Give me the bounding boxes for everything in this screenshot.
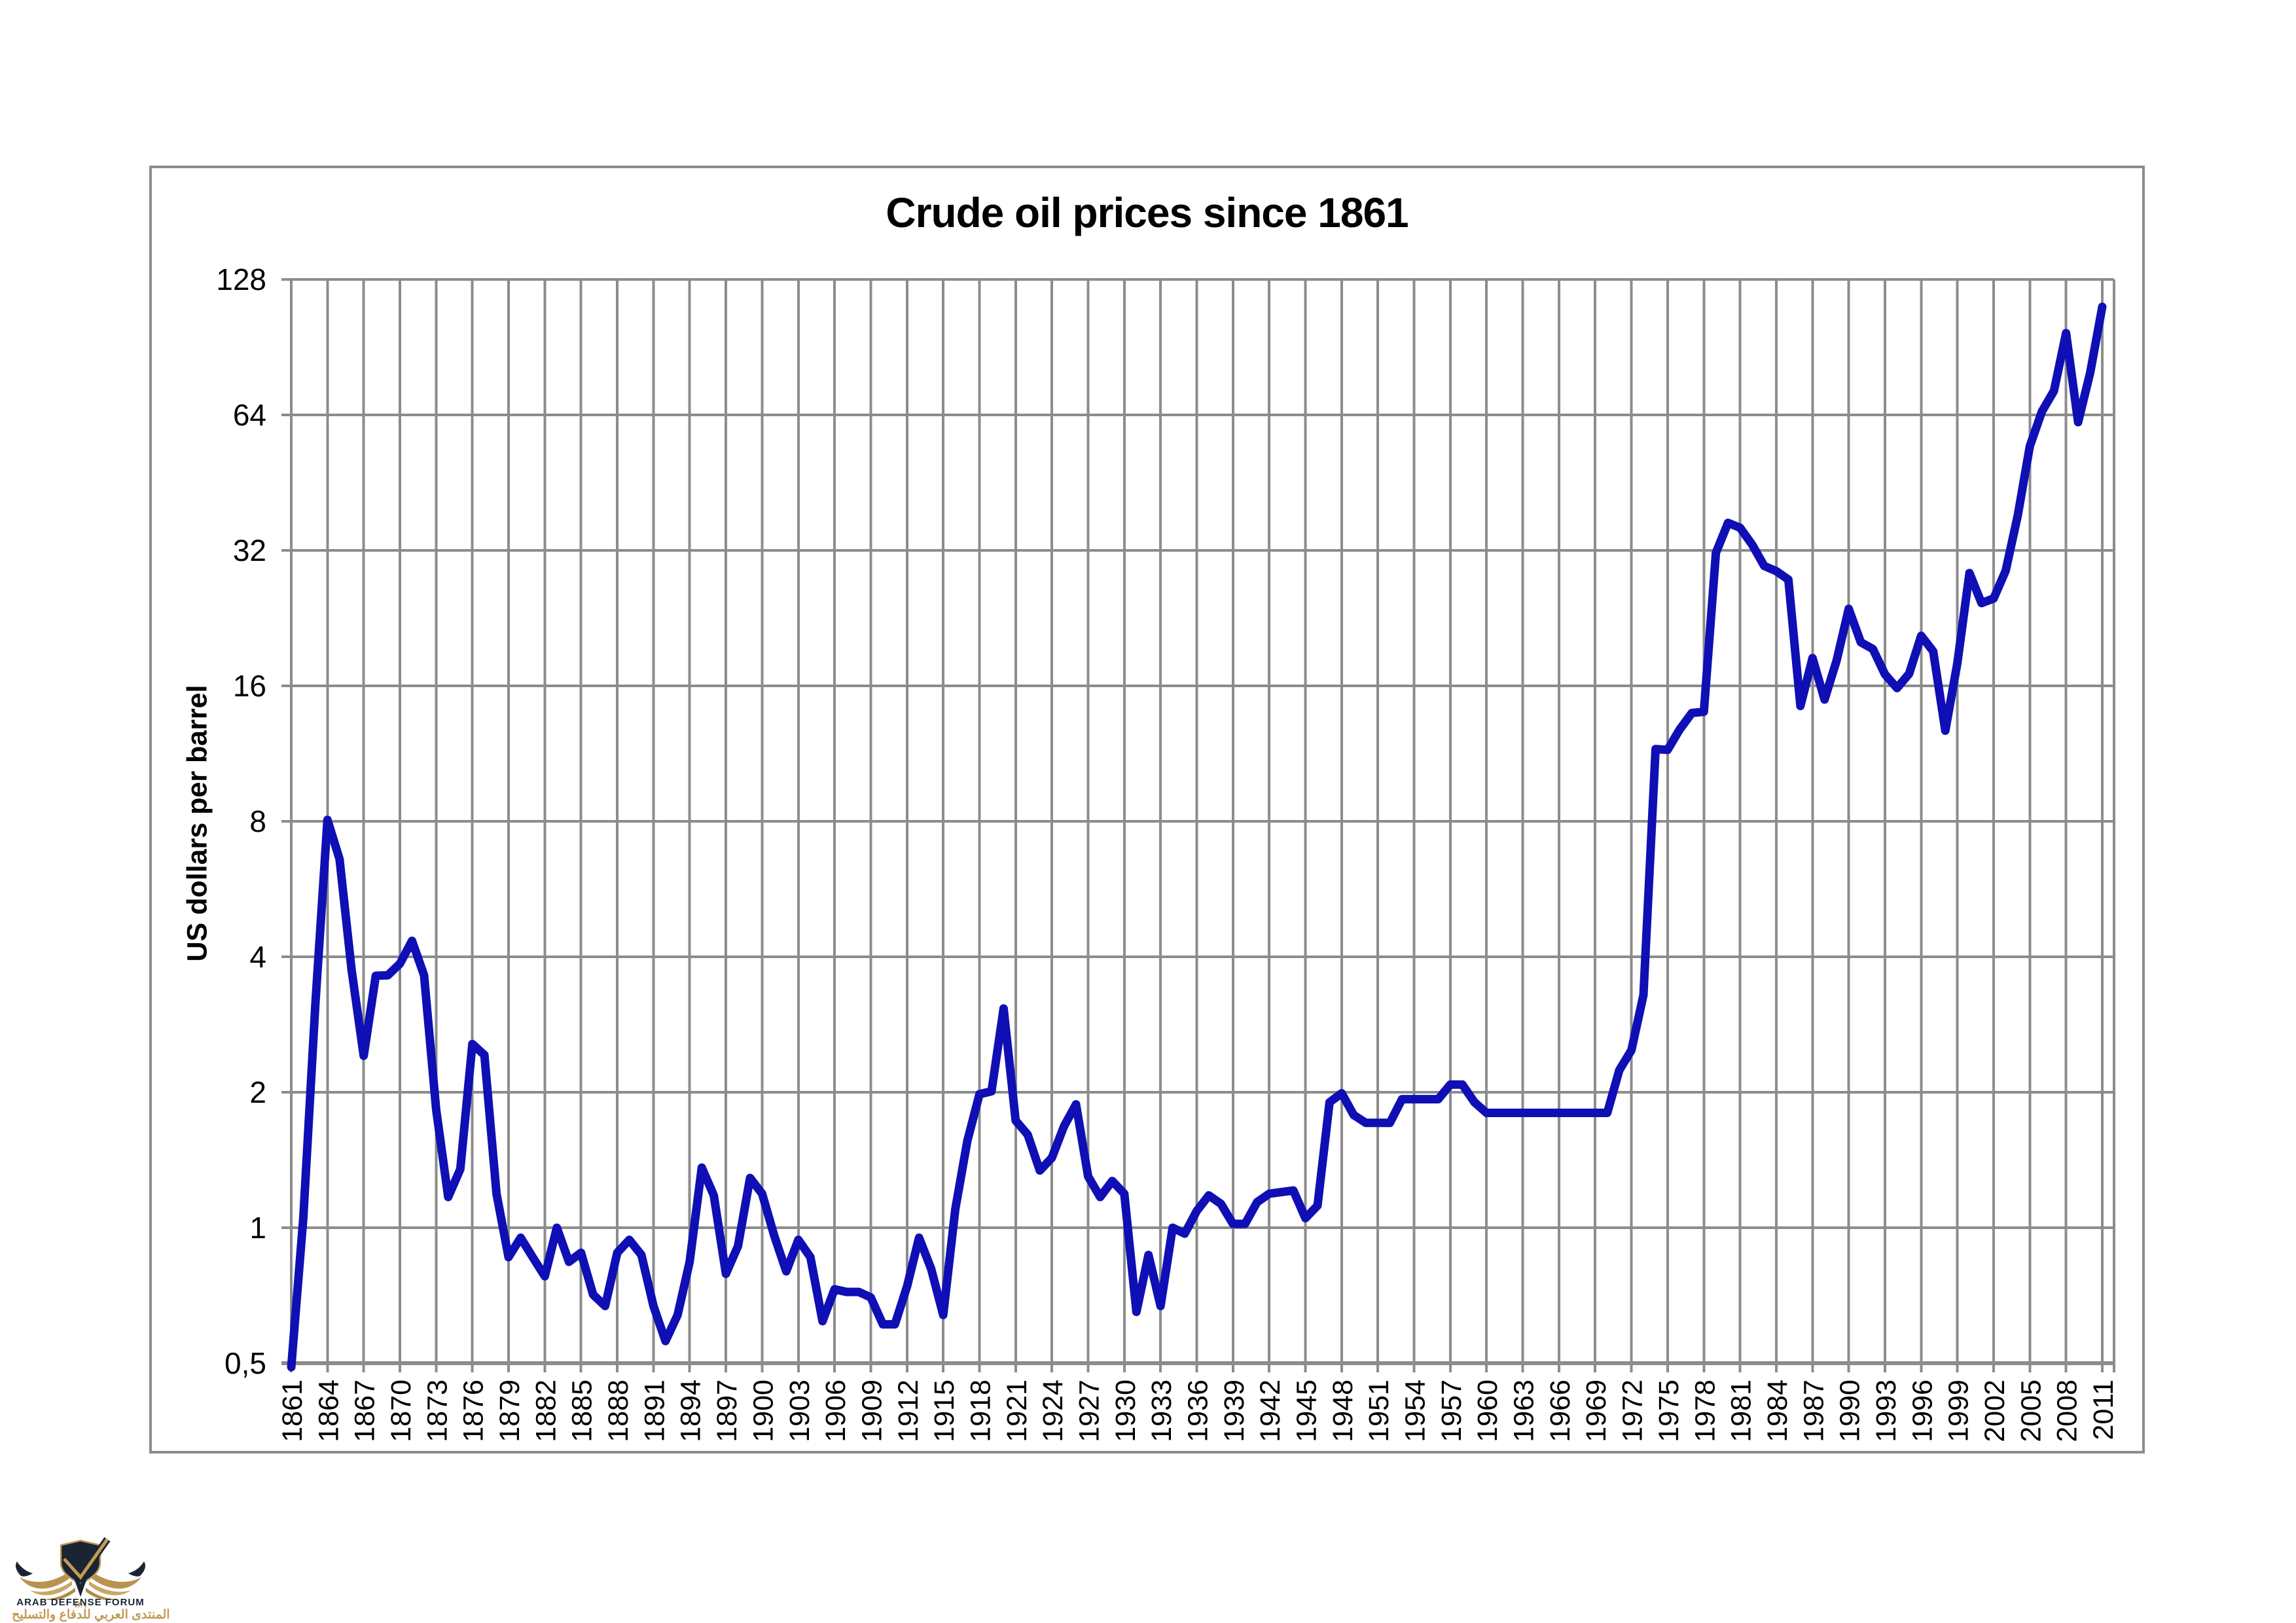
- x-tick-label: 1981: [1726, 1380, 1757, 1442]
- x-tick-label: 1885: [567, 1380, 598, 1442]
- x-tick-label: 1942: [1255, 1380, 1286, 1442]
- x-tick-label: 1951: [1363, 1380, 1395, 1442]
- chart-title: Crude oil prices since 1861: [886, 189, 1408, 236]
- gridlines: [281, 278, 2115, 1372]
- y-tick-label: 2: [249, 1075, 266, 1109]
- x-tick-label: 1870: [386, 1380, 417, 1442]
- x-tick-label: 1867: [350, 1380, 381, 1442]
- y-tick-label: 4: [249, 940, 266, 974]
- x-tick-label: 1897: [711, 1380, 743, 1442]
- y-tick-label: 16: [233, 669, 266, 703]
- x-tick-label: 1930: [1110, 1380, 1141, 1442]
- x-tick-label: 1948: [1327, 1380, 1359, 1442]
- x-tick-label: 1903: [784, 1380, 816, 1442]
- wings-icon: [16, 1561, 145, 1601]
- x-tick-label: 1960: [1472, 1380, 1503, 1442]
- x-tick-label: 1975: [1653, 1380, 1685, 1442]
- x-tick-label: 1933: [1146, 1380, 1177, 1442]
- watermark-logo: DA: [16, 1537, 145, 1609]
- x-tick-label: 2011: [2088, 1380, 2119, 1440]
- x-tick-label: 1966: [1545, 1380, 1576, 1442]
- x-tick-label: 1876: [458, 1380, 490, 1442]
- x-tick-label: 1993: [1871, 1380, 1902, 1442]
- y-tick-label: 1: [249, 1211, 266, 1245]
- x-tick-label: 1921: [1001, 1380, 1033, 1442]
- x-tick-label: 1879: [494, 1380, 526, 1442]
- x-tick-label: 1954: [1400, 1380, 1431, 1442]
- crude-oil-price-line: [287, 302, 2107, 1372]
- x-tick-label: 1936: [1183, 1380, 1214, 1442]
- x-tick-label: 1873: [422, 1380, 453, 1442]
- x-tick-label: 1864: [313, 1380, 344, 1442]
- x-tick-label: 1891: [639, 1380, 670, 1442]
- x-tick-label: 1888: [603, 1380, 634, 1442]
- x-tick-label: 1957: [1436, 1380, 1467, 1442]
- x-tick-label: 1996: [1907, 1380, 1938, 1442]
- x-tick-label: 1915: [929, 1380, 960, 1442]
- watermark-arabic-name: المنتدى العربي للدفاع والتسليح: [12, 1608, 170, 1622]
- y-tick-label: 32: [233, 533, 266, 567]
- watermark-name: ARAB DEFENSE FORUM: [16, 1597, 145, 1608]
- x-tick-label: 2008: [2052, 1380, 2083, 1442]
- x-tick-label: 1900: [747, 1380, 779, 1442]
- x-tick-label: 1969: [1581, 1380, 1612, 1442]
- x-tick-label: 1987: [1798, 1380, 1829, 1442]
- shield-icon: [60, 1537, 111, 1597]
- x-tick-label: 1912: [893, 1380, 924, 1442]
- x-tick-label: 1906: [820, 1380, 852, 1442]
- x-tick-label: 1945: [1291, 1380, 1323, 1442]
- price-line-series: [287, 302, 2107, 1372]
- x-tick-label: 1882: [530, 1380, 562, 1442]
- x-tick-label: 1972: [1617, 1380, 1649, 1442]
- watermark-monogram: DA: [75, 1599, 87, 1609]
- x-tick-label: 1894: [675, 1380, 707, 1442]
- x-tick-label: 1939: [1219, 1380, 1250, 1442]
- x-tick-label: 2005: [2015, 1380, 2047, 1442]
- x-tick-label: 1861: [277, 1380, 308, 1442]
- x-tick-label: 1984: [1762, 1380, 1793, 1442]
- y-tick-label: 64: [233, 398, 266, 432]
- x-tick-label: 1909: [856, 1380, 888, 1442]
- x-tick-label: 1927: [1073, 1380, 1105, 1442]
- x-tick-label: 1924: [1037, 1380, 1069, 1442]
- x-tick-label: 1963: [1509, 1380, 1540, 1442]
- y-tick-label: 0,5: [224, 1346, 266, 1380]
- x-tick-label: 1990: [1835, 1380, 1866, 1442]
- axis-tick-labels: 128 64 32 16 8 4 2 1 0,5 1861 1864 1867 1870 1873 1876…: [216, 262, 2119, 1442]
- y-tick-label: 128: [216, 262, 266, 296]
- x-tick-label: 2002: [1979, 1380, 2011, 1442]
- x-tick-label: 1999: [1943, 1380, 1975, 1442]
- x-tick-label: 1978: [1689, 1380, 1721, 1442]
- y-tick-label: 8: [249, 804, 266, 838]
- x-tick-label: 1918: [965, 1380, 996, 1442]
